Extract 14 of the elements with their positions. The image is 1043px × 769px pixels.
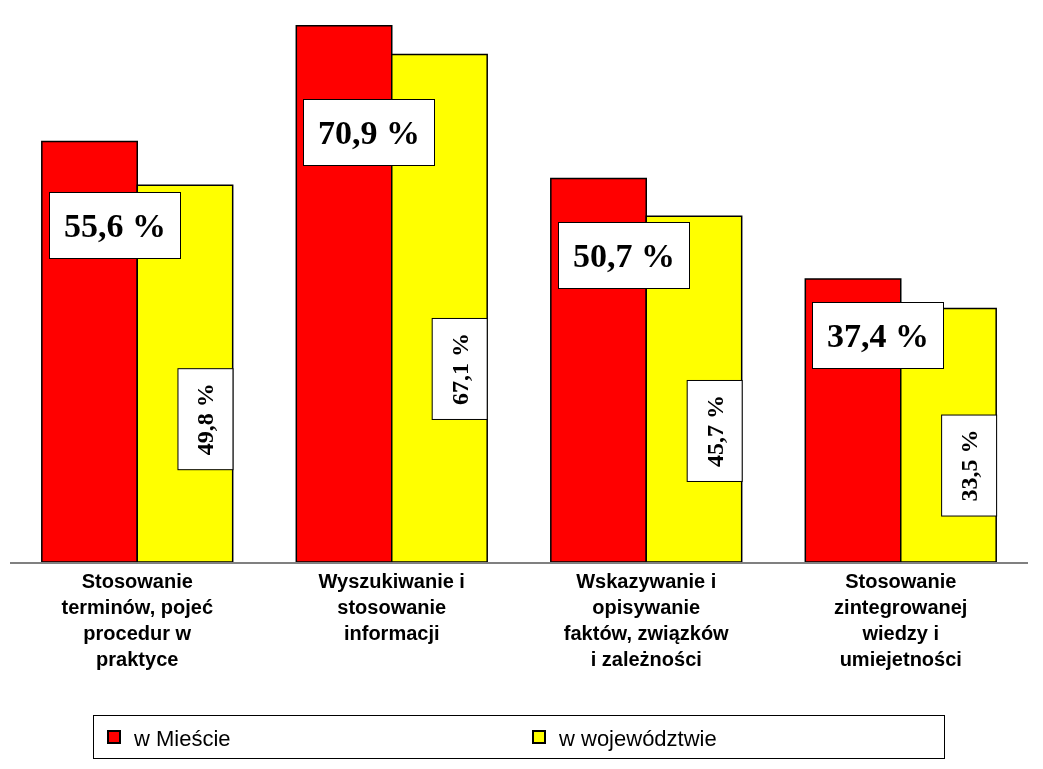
data-label: 70,9 % (318, 114, 420, 151)
x-tick-label: Wskazywanie i opisywanie faktów, związków i zależności (563, 569, 730, 670)
x-tick-label: Wyszukiwanie i stosowanie informacji (318, 569, 465, 644)
x-tick-label: Stosowanie terminów, pojeć procedur w praktyce (61, 569, 214, 670)
data-label: 49,8 % (192, 383, 219, 456)
legend-label: w Mieście (133, 725, 231, 751)
data-label: 45,7 % (701, 394, 728, 467)
data-label: 37,4 % (827, 317, 929, 354)
data-label: 55,6 % (64, 207, 166, 244)
data-label: 33,5 % (956, 429, 983, 502)
legend-label: w województwie (558, 725, 717, 751)
data-label: 67,1 % (446, 332, 473, 405)
data-label: 50,7 % (573, 237, 675, 274)
x-tick-label: Stosowanie zintegrowanej wiedzy i umiejetności (834, 569, 968, 670)
